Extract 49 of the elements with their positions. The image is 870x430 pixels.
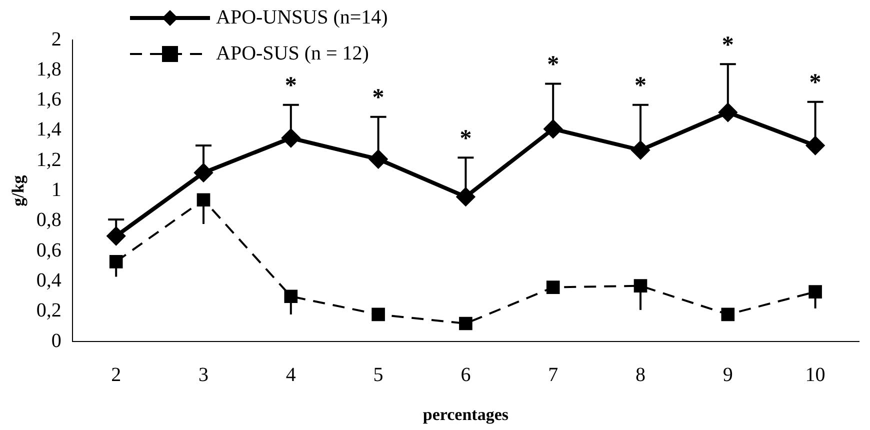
x-tick-label: 3	[198, 364, 208, 386]
point	[546, 280, 560, 294]
y-tick-label: 0,4	[36, 270, 62, 292]
point	[372, 308, 385, 322]
annotation: *	[284, 73, 297, 100]
point	[544, 120, 562, 138]
x-tick-label: 7	[548, 364, 558, 386]
x-tick-label: 8	[636, 364, 646, 386]
point	[369, 150, 388, 168]
x-tick-label: 9	[722, 364, 733, 386]
point	[634, 279, 648, 292]
legend-label: APO-SUS (n = 12)	[216, 42, 369, 64]
x-tick-label: 5	[373, 364, 384, 386]
x-axis-title: percentages	[422, 405, 509, 424]
point	[109, 255, 123, 268]
x-tick-label: 6	[460, 364, 471, 386]
point	[718, 103, 737, 122]
legend-label: APO-UNSUS (n=14)	[216, 6, 388, 28]
point	[808, 285, 822, 298]
y-tick-label: 1,2	[36, 148, 62, 171]
y-tick-label: 0,8	[36, 209, 62, 232]
y-tick-label: 1	[51, 179, 62, 202]
y-tick-label: 2	[51, 28, 62, 50]
point	[282, 129, 300, 148]
y-tick-label: 1,4	[36, 118, 62, 141]
y-axis-title: g/kg	[8, 174, 28, 206]
y-tick-label: 1,6	[36, 88, 62, 111]
annotation: *	[372, 85, 384, 112]
point	[107, 227, 126, 246]
annotation: *	[547, 52, 560, 78]
annotation: *	[722, 32, 734, 58]
point	[196, 193, 210, 207]
point	[806, 136, 824, 155]
point	[721, 308, 735, 322]
point	[632, 141, 650, 160]
point	[459, 316, 472, 330]
y-tick-label: 0,6	[36, 239, 62, 262]
x-tick-label: 2	[111, 364, 122, 386]
y-tick-label: 1,8	[36, 58, 62, 80]
annotation: *	[460, 126, 472, 152]
point	[194, 164, 212, 182]
annotation: *	[634, 73, 646, 100]
y-tick-label: 0	[51, 330, 62, 352]
x-tick-label: 10	[805, 364, 826, 386]
x-tick-label: 4	[286, 364, 296, 386]
y-tick-label: 0,2	[36, 300, 62, 322]
point	[284, 290, 298, 304]
point	[456, 188, 475, 206]
annotation: *	[809, 70, 822, 96]
